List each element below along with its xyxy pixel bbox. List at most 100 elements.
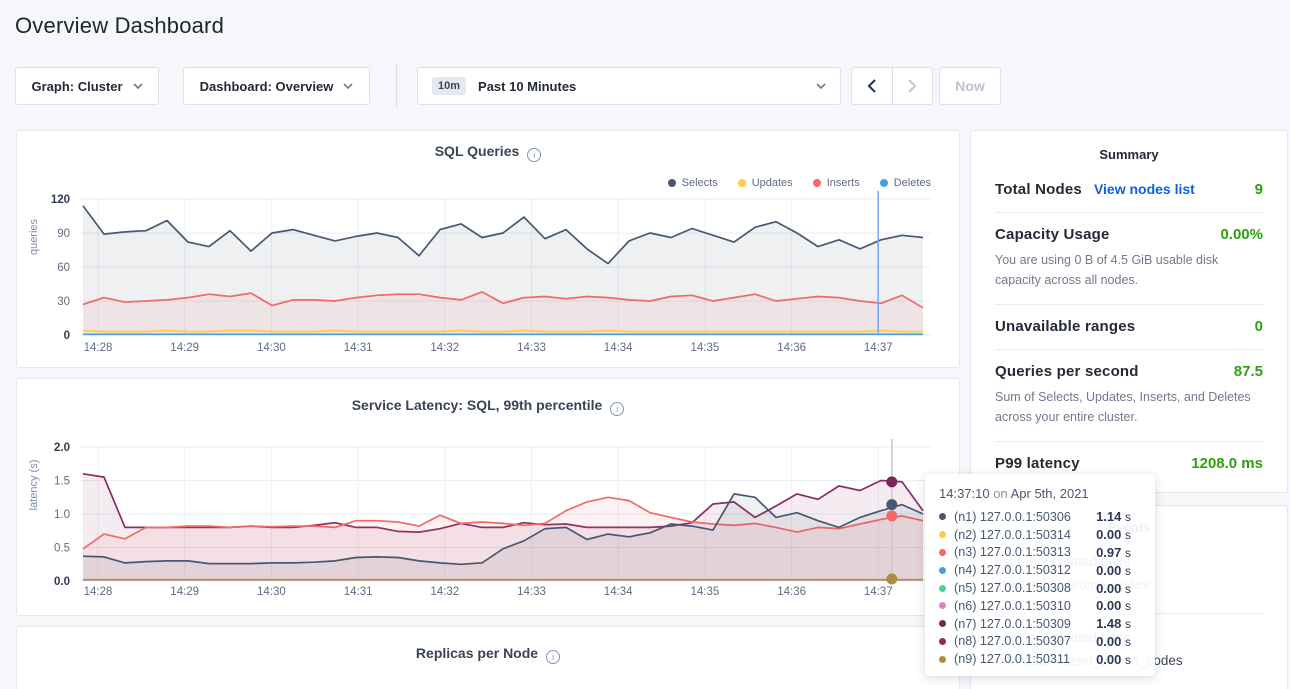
- chevron-down-icon: [343, 83, 353, 89]
- legend-dot-deletes-icon: [880, 179, 888, 187]
- chart-legend: Selects Updates Inserts Deletes: [668, 177, 931, 189]
- svg-text:14:31: 14:31: [344, 586, 373, 598]
- summary-value: 9: [1255, 181, 1263, 198]
- tooltip-node-address: (n2) 127.0.0.1:50314: [954, 528, 1071, 542]
- legend-dot-selects-icon: [668, 179, 676, 187]
- tooltip-node-row: (n1) 127.0.0.1:50306 1.14 s: [939, 508, 1141, 526]
- svg-text:14:37: 14:37: [864, 586, 893, 598]
- legend-dot-updates-icon: [738, 179, 746, 187]
- svg-text:14:28: 14:28: [84, 342, 113, 354]
- chevron-left-icon: [867, 79, 876, 93]
- info-icon[interactable]: i: [546, 650, 560, 664]
- info-icon[interactable]: i: [527, 148, 541, 162]
- tooltip-node-latency: 0.97 s: [1096, 545, 1141, 560]
- tooltip-node-row: (n9) 127.0.0.1:50311 0.00 s: [939, 650, 1141, 668]
- time-range-label: Past 10 Minutes: [478, 79, 576, 94]
- legend-item-updates: Updates: [738, 177, 793, 189]
- tooltip-node-row: (n6) 127.0.0.1:50310 0.00 s: [939, 597, 1141, 615]
- svg-text:14:37: 14:37: [864, 342, 893, 354]
- svg-text:120: 120: [51, 194, 70, 206]
- svg-text:14:35: 14:35: [691, 586, 720, 598]
- tooltip-node-row: (n5) 127.0.0.1:50308 0.00 s: [939, 579, 1141, 597]
- page-title: Overview Dashboard: [15, 13, 224, 39]
- svg-text:30: 30: [57, 296, 70, 308]
- chart-title-sql-queries: SQL Queriesi: [17, 143, 959, 162]
- summary-label: Total Nodes: [995, 181, 1082, 198]
- info-icon[interactable]: i: [610, 402, 624, 416]
- time-forward-button[interactable]: [892, 68, 933, 104]
- svg-text:0.0: 0.0: [54, 576, 70, 588]
- svg-text:1.0: 1.0: [54, 509, 70, 521]
- service-latency-chart-card: Service Latency: SQL, 99th percentilei l…: [16, 378, 960, 616]
- legend-dot-inserts-icon: [813, 179, 821, 187]
- summary-title: Summary: [995, 131, 1263, 168]
- summary-panel: Summary Total Nodes View nodes list 9 Ca…: [970, 130, 1288, 493]
- sql-queries-chart-card: SQL Queriesi Selects Updates Inserts Del…: [16, 130, 960, 368]
- svg-text:14:29: 14:29: [170, 342, 199, 354]
- tooltip-node-address: (n9) 127.0.0.1:50311: [954, 652, 1070, 666]
- svg-text:0: 0: [64, 330, 70, 342]
- svg-text:14:31: 14:31: [344, 342, 373, 354]
- svg-text:14:28: 14:28: [84, 586, 113, 598]
- tooltip-node-latency: 0.00 s: [1096, 652, 1141, 667]
- svg-text:14:33: 14:33: [517, 342, 546, 354]
- legend-item-inserts: Inserts: [813, 177, 860, 189]
- summary-row-capacity-usage: Capacity Usage 0.00% You are using 0 B o…: [995, 213, 1263, 305]
- chevron-right-icon: [908, 79, 917, 93]
- series-color-dot-icon: [939, 549, 946, 556]
- now-button[interactable]: Now: [939, 67, 1001, 105]
- summary-value: 0: [1255, 318, 1263, 335]
- summary-value: 0.00%: [1220, 226, 1263, 243]
- summary-label: Queries per second: [995, 363, 1139, 380]
- svg-text:14:36: 14:36: [777, 586, 806, 598]
- summary-description: Sum of Selects, Updates, Inserts, and De…: [995, 387, 1263, 427]
- overview-dashboard-page: Overview Dashboard Graph: Cluster Dashbo…: [0, 0, 1290, 689]
- tooltip-node-latency: 1.14 s: [1096, 509, 1141, 524]
- summary-label: Unavailable ranges: [995, 318, 1135, 335]
- now-button-label: Now: [955, 78, 985, 94]
- graph-scope-dropdown[interactable]: Graph: Cluster: [15, 67, 159, 105]
- tooltip-node-address: (n3) 127.0.0.1:50313: [954, 545, 1071, 559]
- dashboard-dropdown-label: Dashboard: Overview: [200, 79, 334, 94]
- view-nodes-list-link[interactable]: View nodes list: [1094, 181, 1195, 197]
- series-color-dot-icon: [939, 656, 946, 663]
- svg-text:14:35: 14:35: [691, 342, 720, 354]
- chart-title-service-latency: Service Latency: SQL, 99th percentilei: [17, 397, 959, 416]
- tooltip-node-address: (n5) 127.0.0.1:50308: [954, 581, 1071, 595]
- svg-text:14:34: 14:34: [604, 342, 633, 354]
- time-back-button[interactable]: [852, 68, 892, 104]
- graph-scope-label: Graph: Cluster: [31, 79, 122, 94]
- series-color-dot-icon: [939, 513, 946, 520]
- series-color-dot-icon: [939, 531, 946, 538]
- series-color-dot-icon: [939, 585, 946, 592]
- summary-description: You are using 0 B of 4.5 GiB usable disk…: [995, 250, 1263, 290]
- tooltip-node-latency: 0.00 s: [1096, 527, 1141, 542]
- tooltip-node-latency: 1.48 s: [1096, 616, 1141, 631]
- sql-queries-chart[interactable]: 120906030014:2814:2914:3014:3114:3214:33…: [17, 189, 961, 365]
- tooltip-timestamp: 14:37:10 on Apr 5th, 2021: [939, 486, 1141, 501]
- summary-row-total-nodes: Total Nodes View nodes list 9: [995, 168, 1263, 213]
- summary-value: 87.5: [1234, 363, 1263, 380]
- svg-text:14:34: 14:34: [604, 586, 633, 598]
- tooltip-node-row: (n7) 127.0.0.1:50309 1.48 s: [939, 615, 1141, 633]
- tooltip-node-row: (n2) 127.0.0.1:50314 0.00 s: [939, 526, 1141, 544]
- chart-title-replicas-per-node: Replicas per Nodei: [17, 645, 959, 664]
- tooltip-node-row: (n4) 127.0.0.1:50312 0.00 s: [939, 561, 1141, 579]
- legend-item-deletes: Deletes: [880, 177, 931, 189]
- tooltip-node-latency: 0.00 s: [1096, 581, 1141, 596]
- svg-text:1.5: 1.5: [54, 476, 70, 488]
- tooltip-node-address: (n6) 127.0.0.1:50310: [954, 599, 1071, 613]
- chevron-down-icon: [133, 83, 143, 89]
- tooltip-node-row: (n3) 127.0.0.1:50313 0.97 s: [939, 544, 1141, 562]
- tooltip-node-address: (n1) 127.0.0.1:50306: [954, 510, 1071, 524]
- dashboard-dropdown[interactable]: Dashboard: Overview: [183, 67, 370, 105]
- service-latency-chart[interactable]: 2.01.51.00.50.014:2814:2914:3014:3114:32…: [17, 435, 961, 611]
- summary-row-unavailable-ranges: Unavailable ranges 0: [995, 305, 1263, 350]
- time-range-picker[interactable]: 10m Past 10 Minutes: [417, 67, 841, 105]
- svg-text:14:30: 14:30: [257, 342, 286, 354]
- time-range-badge: 10m: [432, 77, 466, 95]
- svg-text:2.0: 2.0: [54, 442, 70, 454]
- time-step-buttons: [851, 67, 933, 105]
- summary-label: P99 latency: [995, 455, 1080, 472]
- tooltip-node-latency: 0.00 s: [1096, 634, 1141, 649]
